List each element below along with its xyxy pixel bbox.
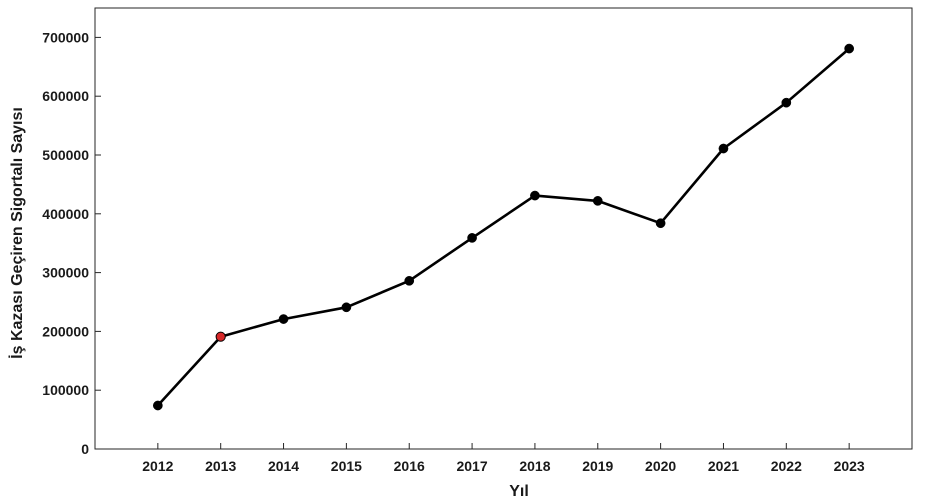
plot-area: [94, 7, 913, 450]
y-tick-label: 200000: [42, 323, 89, 339]
y-tick-label: 400000: [42, 206, 89, 222]
y-tick-label: 700000: [42, 29, 89, 45]
y-tick-label: 500000: [42, 147, 89, 163]
x-tick-label: 2016: [394, 458, 425, 474]
x-tick-label: 2014: [268, 458, 299, 474]
data-point: [152, 400, 163, 411]
plot-frame: [94, 7, 913, 450]
x-tick-label: 2023: [834, 458, 865, 474]
y-tick-label: 0: [81, 441, 89, 457]
data-point: [530, 190, 540, 201]
data-point: [341, 302, 352, 313]
data-point: [592, 196, 603, 206]
data-point: [278, 314, 289, 324]
x-tick-label: 2022: [771, 458, 802, 474]
data-point: [781, 97, 792, 108]
x-axis-ticks: 2012 2013 2014 2015 2016 2017 2018 2019 2020 2021…: [142, 443, 865, 474]
data-point-highlighted: [215, 331, 226, 342]
y-tick-label: 600000: [42, 88, 89, 104]
x-axis-label: Yıl: [509, 483, 529, 500]
x-tick-label: 2018: [519, 458, 550, 474]
x-tick-label: 2015: [331, 458, 362, 474]
data-point: [655, 218, 666, 229]
y-tick-label: 300000: [42, 265, 89, 281]
data-point: [404, 275, 415, 286]
series-layer: [152, 43, 855, 411]
data-point: [718, 143, 729, 154]
data-point: [844, 43, 855, 54]
x-tick-label: 2012: [142, 458, 173, 474]
x-tick-label: 2019: [582, 458, 613, 474]
series-line: [156, 47, 851, 407]
y-axis-label: İş Kazası Geçiren Sigortalı Sayısı: [8, 107, 26, 359]
x-tick-label: 2021: [708, 458, 739, 474]
y-tick-label: 100000: [42, 382, 89, 398]
x-tick-label: 2020: [645, 458, 676, 474]
x-tick-label: 2013: [205, 458, 236, 474]
y-axis-ticks: 0 100000 200000 300000 400000 500000 600000 700…: [42, 29, 101, 457]
x-tick-label: 2017: [456, 458, 487, 474]
data-point: [467, 233, 477, 243]
